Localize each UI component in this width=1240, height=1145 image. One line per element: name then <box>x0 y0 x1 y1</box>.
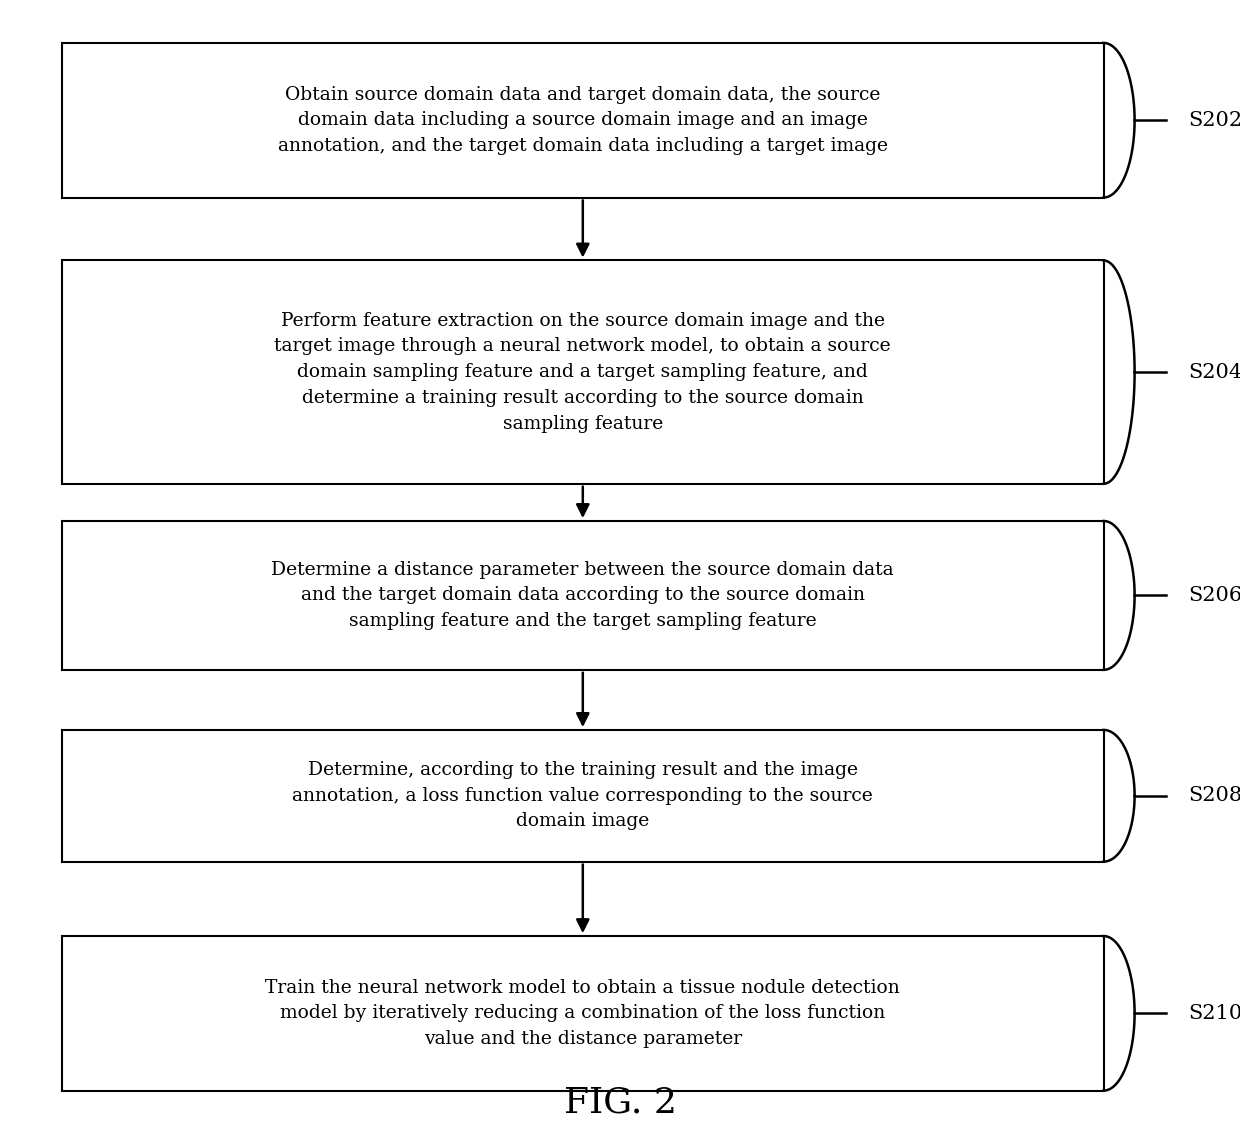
Text: Obtain source domain data and target domain data, the source
domain data includi: Obtain source domain data and target dom… <box>278 86 888 155</box>
Text: S204: S204 <box>1188 363 1240 381</box>
FancyBboxPatch shape <box>62 521 1104 670</box>
Text: FIG. 2: FIG. 2 <box>563 1085 677 1120</box>
FancyBboxPatch shape <box>62 261 1104 483</box>
Text: Train the neural network model to obtain a tissue nodule detection
model by iter: Train the neural network model to obtain… <box>265 979 900 1048</box>
Text: Determine, according to the training result and the image
annotation, a loss fun: Determine, according to the training res… <box>293 761 873 830</box>
Text: Perform feature extraction on the source domain image and the
target image throu: Perform feature extraction on the source… <box>274 311 892 433</box>
Text: S210: S210 <box>1188 1004 1240 1022</box>
FancyBboxPatch shape <box>62 937 1104 1090</box>
Text: Determine a distance parameter between the source domain data
and the target dom: Determine a distance parameter between t… <box>272 561 894 630</box>
FancyBboxPatch shape <box>62 731 1104 861</box>
Text: S202: S202 <box>1188 111 1240 129</box>
FancyBboxPatch shape <box>62 42 1104 197</box>
Text: S206: S206 <box>1188 586 1240 605</box>
Text: S208: S208 <box>1188 787 1240 805</box>
